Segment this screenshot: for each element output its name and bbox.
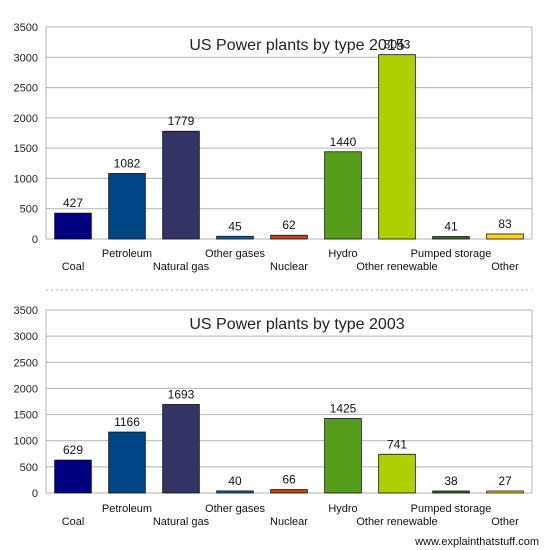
category-label: Petroleum: [102, 503, 152, 515]
data-label: 45: [228, 219, 242, 233]
bar: [324, 418, 362, 494]
bar: [486, 490, 524, 494]
category-label: Hydro: [328, 503, 357, 515]
category-label: Other: [491, 516, 519, 528]
y-tick-label: 500: [20, 462, 38, 474]
y-tick-label: 500: [20, 204, 38, 216]
data-label: 1425: [330, 401, 357, 415]
y-tick-label: 1000: [14, 436, 38, 448]
chart-title: US Power plants by type 2003: [189, 316, 404, 333]
bar: [216, 235, 254, 240]
bar: [108, 173, 146, 240]
chart-2015: 0 500 1000 1500 2000 2500 3000 3500 US Power pla…: [14, 22, 533, 273]
data-label: 1166: [114, 415, 140, 429]
y-tick-label: 3500: [14, 22, 38, 34]
y-tick-label: 3500: [14, 305, 38, 317]
data-label: 62: [282, 218, 296, 232]
bar: [486, 233, 524, 240]
bar: [270, 234, 308, 240]
y-tick-label: 2000: [14, 113, 38, 125]
bar: [54, 459, 92, 494]
y-tick-label: 1500: [14, 410, 38, 422]
data-label: 27: [498, 474, 512, 488]
bar: [162, 404, 200, 494]
category-label: Other gases: [205, 503, 265, 515]
bar: [432, 236, 470, 240]
category-label: Hydro: [328, 248, 357, 260]
bar: [378, 453, 416, 494]
bar: [108, 431, 146, 494]
data-label: 83: [498, 217, 512, 231]
data-label: 629: [63, 443, 83, 457]
bar: [270, 489, 308, 494]
category-label: Other renewable: [356, 261, 437, 273]
bar: [378, 54, 416, 240]
data-label: 1440: [330, 135, 357, 149]
data-label: 1779: [168, 114, 195, 128]
chart-title: US Power plants by type 2015: [189, 37, 404, 54]
y-tick-label: 0: [32, 234, 38, 246]
bar: [54, 212, 92, 240]
bar: [324, 151, 362, 240]
data-label: 3043: [384, 38, 411, 52]
data-label: 427: [63, 196, 83, 210]
category-label: Natural gas: [153, 516, 210, 528]
category-label: Other gases: [205, 248, 265, 260]
y-tick-label: 2500: [14, 83, 38, 95]
data-label: 38: [444, 474, 458, 488]
y-tick-label: 2000: [14, 383, 38, 395]
credit-text: www.explainthatstuff.com: [414, 536, 539, 548]
y-tick-label: 1000: [14, 173, 38, 185]
data-label: 741: [387, 437, 407, 451]
data-label: 66: [282, 473, 296, 487]
category-label: Petroleum: [102, 248, 152, 260]
category-label: Pumped storage: [411, 248, 492, 260]
y-tick-label: 1500: [14, 143, 38, 155]
y-tick-label: 3000: [14, 331, 38, 343]
y-tick-label: 0: [32, 488, 38, 500]
data-label: 41: [444, 220, 458, 234]
category-label: Other: [491, 261, 519, 273]
category-label: Other renewable: [356, 516, 437, 528]
category-label: Pumped storage: [411, 503, 492, 515]
data-label: 1082: [114, 156, 141, 170]
bar: [432, 490, 470, 494]
bar: [162, 130, 200, 240]
data-label: 1693: [168, 387, 195, 401]
category-label: Coal: [62, 261, 85, 273]
category-label: Coal: [62, 516, 85, 528]
y-tick-label: 2500: [14, 357, 38, 369]
category-label: Natural gas: [153, 261, 210, 273]
chart-2003: 0 500 1000 1500 2000 2500 3000 3500 US Power pla…: [14, 305, 533, 528]
y-tick-label: 3000: [14, 52, 38, 64]
category-label: Nuclear: [270, 516, 308, 528]
data-label: 40: [228, 474, 242, 488]
bar: [216, 490, 254, 494]
category-label: Nuclear: [270, 261, 308, 273]
